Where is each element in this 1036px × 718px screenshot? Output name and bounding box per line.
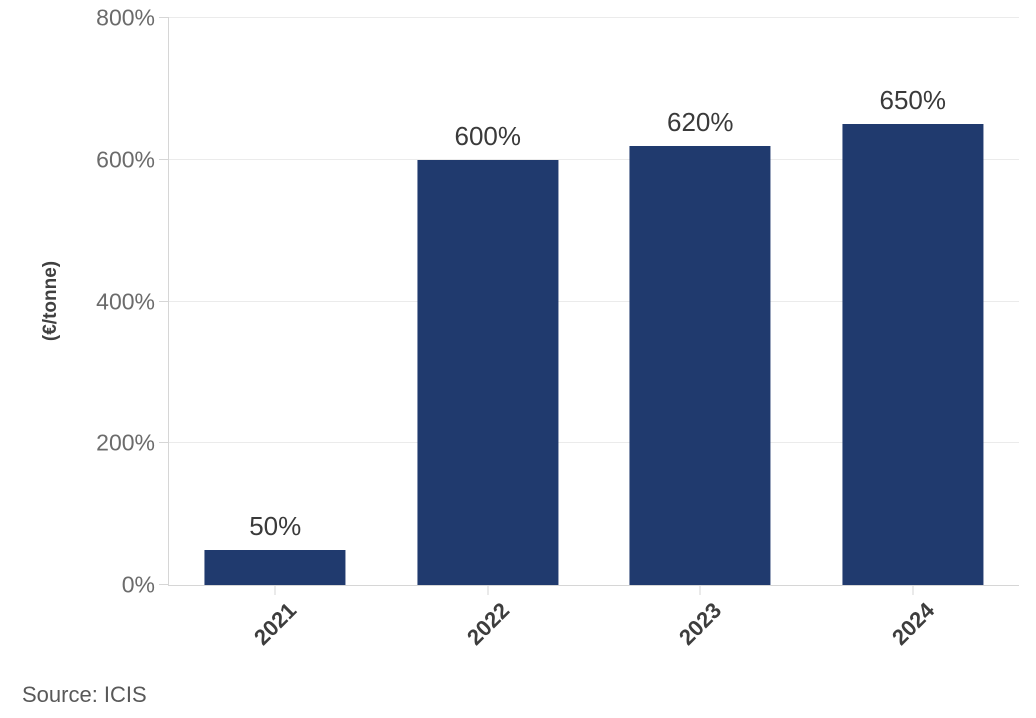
x-axis-tick bbox=[912, 585, 914, 595]
y-axis-tick-label: 800% bbox=[96, 4, 155, 31]
bar-2022 bbox=[417, 159, 559, 585]
y-axis-tick-label: 600% bbox=[96, 146, 155, 173]
source-note: Source: ICIS bbox=[22, 682, 147, 707]
y-axis-tick bbox=[159, 300, 169, 302]
x-axis-tick-label: 2024 bbox=[886, 597, 940, 650]
bar-value-label: 50% bbox=[249, 510, 302, 541]
plot-area: 0% 200% 400% 600% 800% 50% 2021 600% 2022 620% 202… bbox=[96, 6, 1019, 650]
y-axis-tick-label: 0% bbox=[121, 571, 155, 598]
gridline bbox=[169, 442, 1019, 444]
x-axis-tick-label: 2021 bbox=[249, 597, 302, 650]
x-axis-tick bbox=[699, 585, 701, 595]
gridline bbox=[169, 300, 1019, 302]
y-axis-title: (€/tonne) bbox=[40, 260, 61, 342]
y-axis-tick bbox=[159, 584, 169, 585]
x-axis-tick-label: 2022 bbox=[461, 597, 515, 650]
y-axis-tick-label: 400% bbox=[96, 288, 155, 314]
x-axis-tick bbox=[274, 585, 276, 595]
y-axis-tick-label: 200% bbox=[96, 429, 155, 456]
gridline bbox=[169, 17, 1019, 18]
y-axis-tick bbox=[159, 442, 169, 444]
x-axis-tick-label: 2023 bbox=[674, 597, 727, 650]
bar-value-label: 620% bbox=[667, 106, 734, 137]
bar-2023 bbox=[629, 145, 771, 585]
bar-2024 bbox=[842, 124, 984, 585]
y-axis-tick bbox=[159, 158, 169, 160]
bar-value-label: 650% bbox=[879, 85, 947, 116]
x-axis-tick bbox=[487, 585, 489, 595]
gridline bbox=[169, 158, 1019, 160]
bar-2021 bbox=[204, 549, 346, 585]
bar-value-label: 600% bbox=[454, 120, 522, 151]
y-axis-tick bbox=[159, 17, 169, 18]
